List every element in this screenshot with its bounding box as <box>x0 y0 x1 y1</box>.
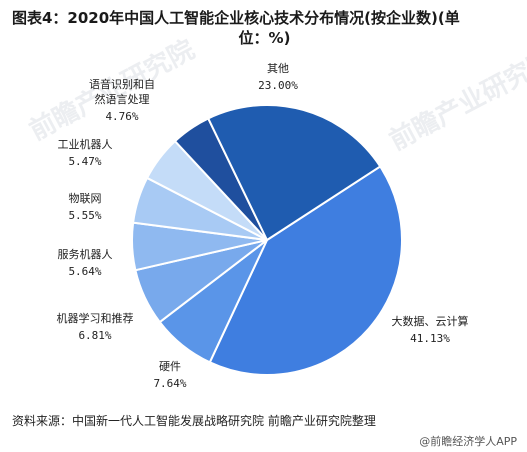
slice-percent-label: 6.81% <box>78 329 111 342</box>
source-note: 资料来源：中国新一代人工智能发展战略研究院 前瞻产业研究院整理 <box>12 414 376 428</box>
slice-percent-label: 5.47% <box>68 155 101 168</box>
slice-percent-label: 41.13% <box>410 332 450 345</box>
brand-credit: @前瞻经济学人APP <box>419 435 517 448</box>
pie-slice <box>208 165 403 376</box>
chart-title-line2: 位：%) <box>238 29 291 47</box>
slice-label: 机器学习和推荐 <box>57 311 134 325</box>
slice-percent-label: 7.64% <box>153 377 186 390</box>
slice-label: 服务机器人 <box>58 247 113 261</box>
slice-percent-label: 5.64% <box>68 265 101 278</box>
slice-percent-label: 4.76% <box>105 110 138 123</box>
chart-title: 图表4：2020年中国人工智能企业核心技术分布情况(按企业数)(单 位：%) <box>12 8 517 48</box>
slice-percent-label: 5.55% <box>68 209 101 222</box>
slice-percent-label: 23.00% <box>258 79 298 92</box>
slice-label: 其他 <box>267 62 289 75</box>
slice-label: 然语言处理 <box>95 92 150 106</box>
chart-title-line1: 图表4：2020年中国人工智能企业核心技术分布情况(按企业数)(单 <box>12 9 460 27</box>
slice-label: 硬件 <box>159 360 181 373</box>
slice-label: 物联网 <box>69 191 102 205</box>
pie-slice <box>206 104 382 242</box>
slice-label: 语音识别和自 <box>89 77 155 91</box>
slice-label: 大数据、云计算 <box>392 314 469 328</box>
slice-label: 工业机器人 <box>58 137 113 151</box>
